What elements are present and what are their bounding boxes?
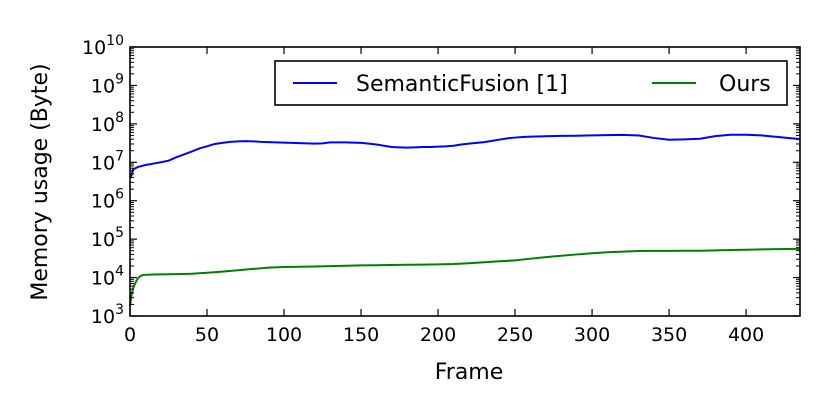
y-tick-label: 106 (91, 187, 124, 213)
x-tick-label: 50 (195, 324, 219, 346)
y-axis-ticks: 103 104 105 106 107 108 109 1010 (82, 33, 800, 328)
series-line-ours (129, 247, 801, 307)
x-tick-label: 350 (651, 324, 687, 346)
y-tick-label: 103 (91, 302, 124, 328)
y-axis-label: Memory usage (Byte) (28, 63, 53, 300)
x-axis-ticks: 0 50 100 150 200 250 300 350 400 (124, 47, 764, 346)
x-tick-label: 250 (497, 324, 533, 346)
legend: SemanticFusion [1] Ours (274, 60, 788, 106)
y-tick-label: 107 (91, 148, 124, 174)
x-tick-label: 400 (728, 324, 764, 346)
legend-box (274, 60, 788, 106)
x-axis-label: Frame (435, 360, 504, 385)
y-tick-label: 1010 (82, 33, 124, 59)
legend-label-semanticfusion: SemanticFusion [1] (356, 72, 568, 97)
x-tick-label: 0 (124, 324, 136, 346)
y-tick-label: 104 (91, 264, 124, 290)
plot-marks (129, 133, 801, 307)
series-line-semanticfusion (129, 133, 801, 179)
y-tick-label: 108 (91, 110, 124, 136)
x-tick-label: 200 (420, 324, 456, 346)
plot-frame (129, 46, 801, 317)
legend-label-ours: Ours (719, 72, 771, 97)
x-tick-label: 100 (266, 324, 302, 346)
x-tick-label: 150 (343, 324, 379, 346)
x-tick-label: 300 (574, 324, 610, 346)
y-tick-label: 109 (91, 71, 124, 97)
y-tick-label: 105 (91, 225, 124, 251)
